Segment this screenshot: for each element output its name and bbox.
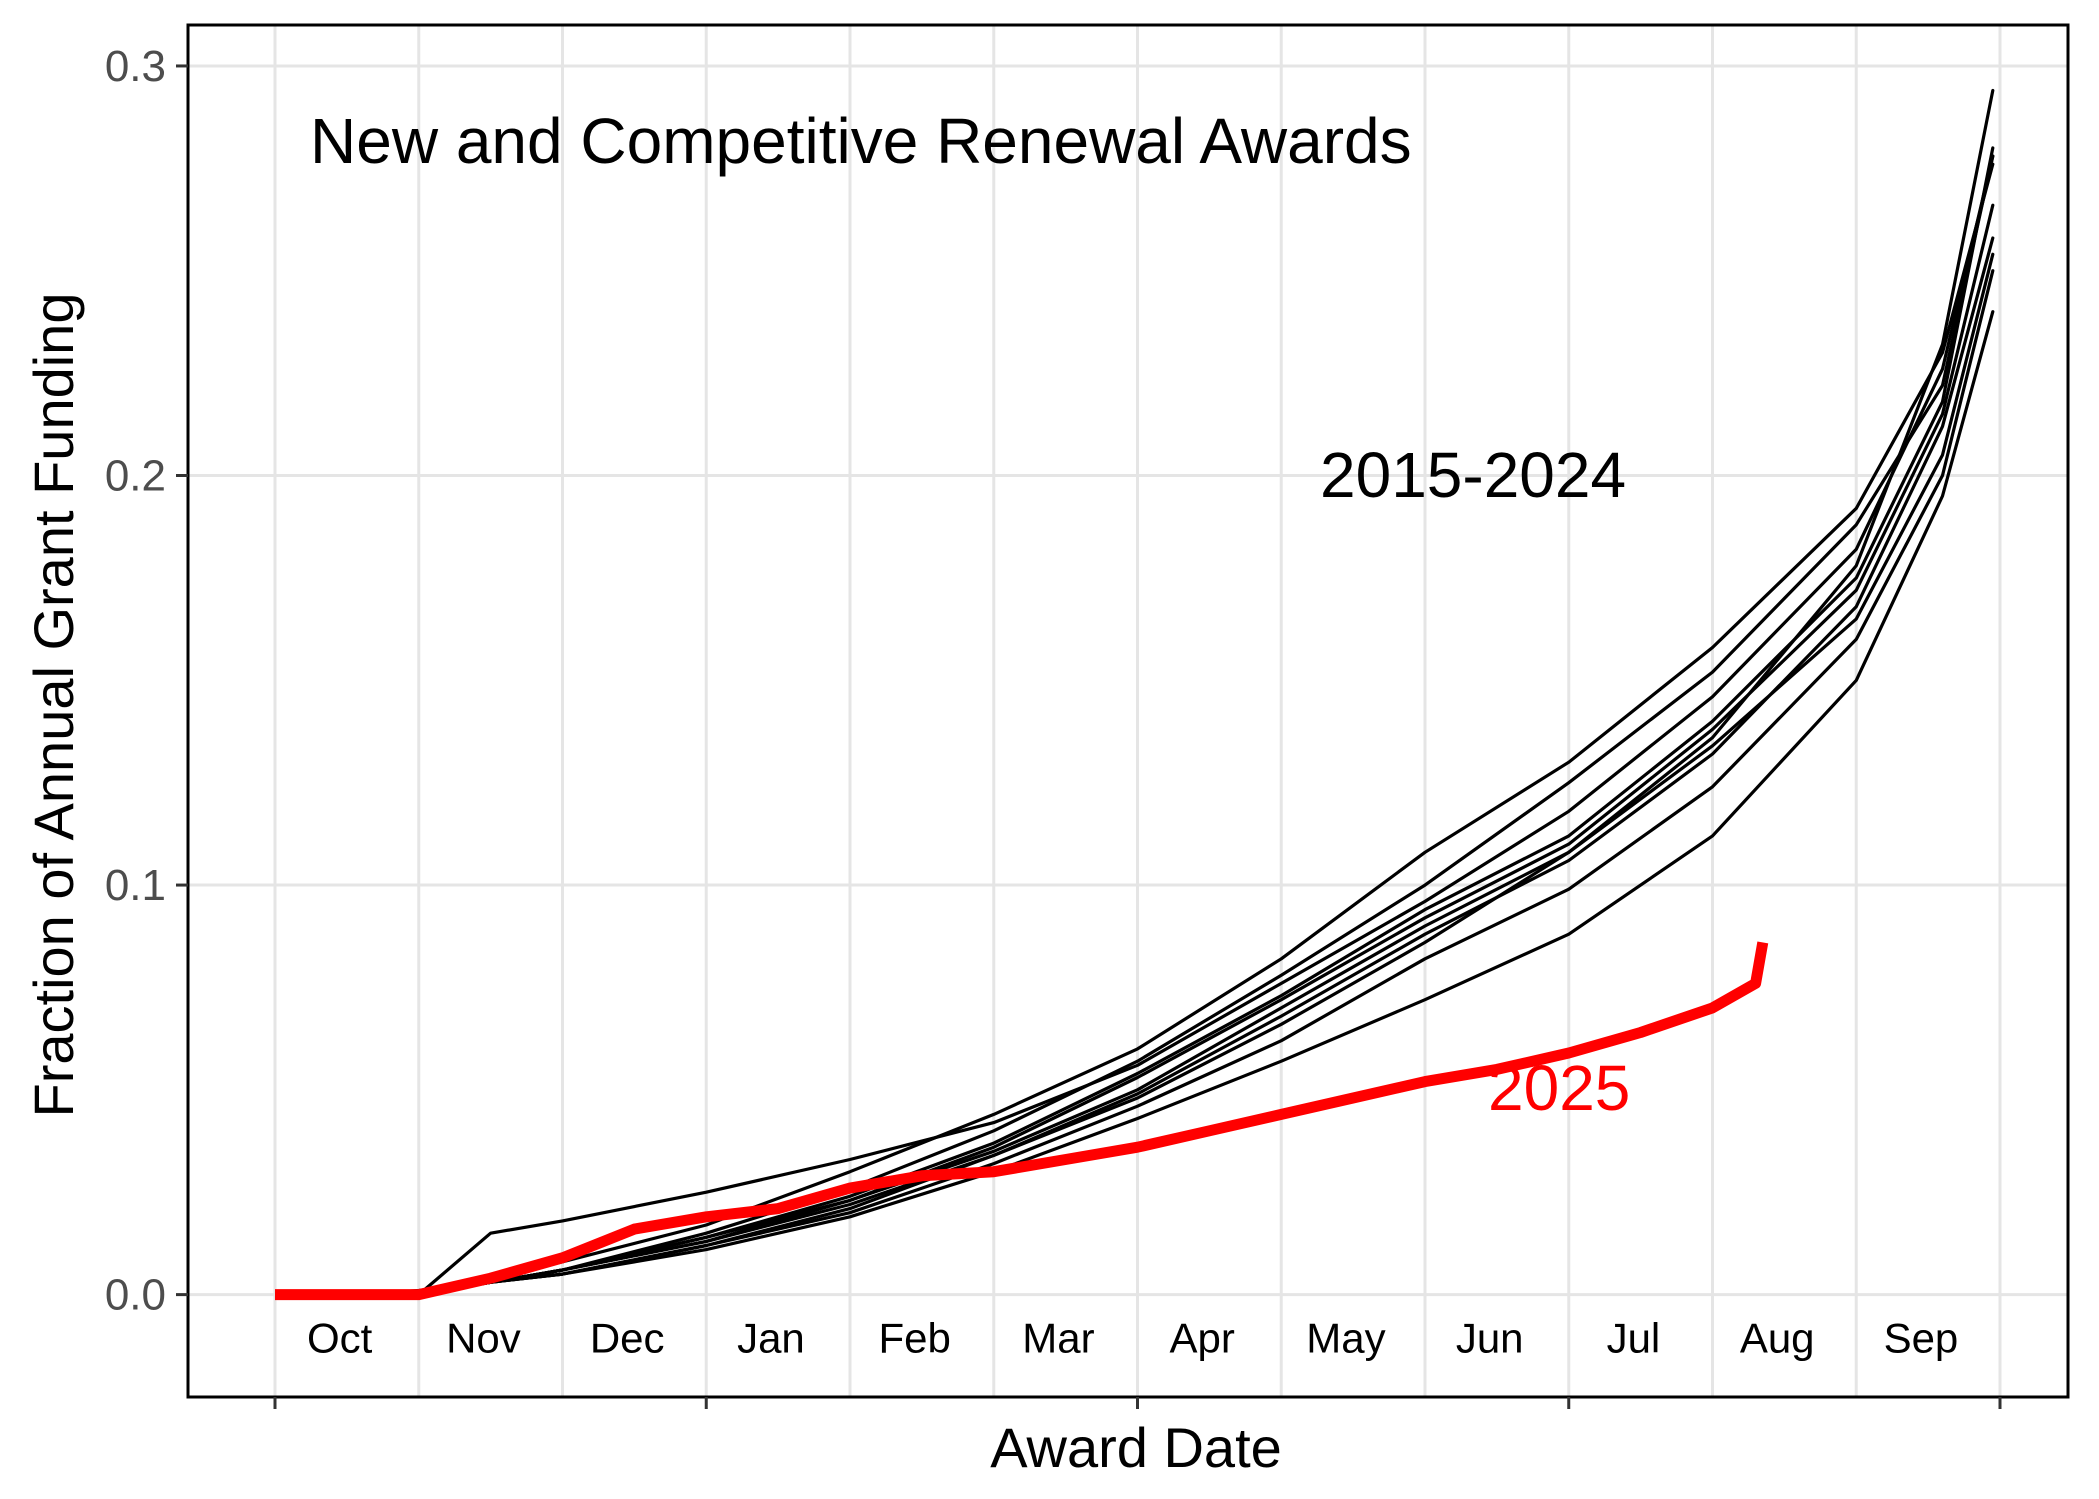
plot-border (186, 23, 2070, 1399)
y-tick-label: 0.0 (105, 1271, 166, 1320)
y-tick-label: 0.3 (105, 42, 166, 91)
month-label: Mar (1022, 1315, 1094, 1362)
series-line-2025 (275, 941, 1769, 1301)
month-label: Feb (879, 1315, 951, 1362)
x-axis-title: Award Date (990, 1416, 1282, 1479)
x-axis-ticks (273, 1397, 2002, 1409)
month-label: Oct (307, 1315, 373, 1362)
month-label: Jul (1607, 1315, 1661, 1362)
series-line-historical (359, 154, 1995, 1297)
month-label: Sep (1884, 1315, 1959, 1362)
month-label: Aug (1740, 1315, 1815, 1362)
month-label: Apr (1170, 1315, 1235, 1362)
series-line-historical (359, 146, 1995, 1297)
series-lines (275, 88, 1995, 1301)
chart-annotation-title: New and Competitive Renewal Awards (310, 105, 1412, 177)
y-axis-ticks: 0.0 0.1 0.2 0.3 (105, 42, 188, 1320)
month-labels: Oct Nov Dec Jan Feb Mar Apr May Jun Jul Aug Sep (307, 1315, 1958, 1362)
y-tick-label: 0.1 (105, 861, 166, 910)
chart-annotation-current: 2025 (1488, 1052, 1630, 1124)
month-label: May (1306, 1315, 1385, 1362)
month-label: Jan (737, 1315, 805, 1362)
grid-lines (188, 25, 2068, 1397)
y-tick-label: 0.2 (105, 452, 166, 501)
chart-annotation-history: 2015-2024 (1320, 439, 1626, 511)
y-axis-title: Fraction of Annual Grant Funding (22, 293, 85, 1118)
month-label: Jun (1456, 1315, 1524, 1362)
month-label: Dec (590, 1315, 665, 1362)
month-label: Nov (446, 1315, 521, 1362)
